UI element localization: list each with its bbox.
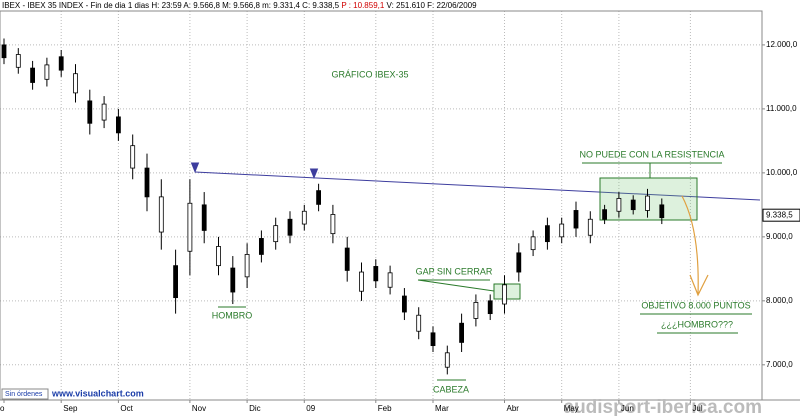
- x-tick-label: Sep: [63, 404, 78, 413]
- annotation: NO PUEDE CON LA RESISTENCIA: [579, 149, 724, 159]
- range-body: [316, 190, 322, 205]
- peak-marker: [190, 162, 319, 180]
- header: IBEX - IBEX 35 INDEX - Fin de dia 1 dias…: [0, 0, 800, 11]
- target-arrow: [681, 195, 709, 297]
- status: Sin órdenes: [5, 391, 43, 398]
- x-tick-label: Abr: [507, 404, 520, 413]
- y-tick-label: 10.000,0: [766, 168, 798, 177]
- range-body: [630, 199, 636, 211]
- range-body: [659, 204, 665, 219]
- range-body: [101, 103, 107, 121]
- range-body: [144, 167, 150, 198]
- range-body: [58, 56, 64, 71]
- x-tick-label: Feb: [378, 404, 392, 413]
- range-body: [416, 314, 422, 332]
- x-tick-label: Jul: [692, 404, 702, 413]
- site: www.visualchart.com: [51, 388, 144, 398]
- range-body: [473, 302, 479, 319]
- price-tag: [762, 208, 800, 222]
- range-body: [273, 225, 279, 243]
- range-body: [502, 284, 507, 305]
- range-body: [587, 218, 593, 236]
- watermark: audisport-iberica.com: [564, 397, 763, 416]
- range-body: [216, 246, 221, 267]
- range-body: [487, 300, 493, 315]
- range-body: [1, 44, 7, 59]
- range-body: [258, 238, 264, 255]
- price-tag-label: 9.338,5: [766, 210, 793, 219]
- range-body: [444, 352, 450, 368]
- annotation: GAP SIN CERRAR: [416, 266, 493, 276]
- range-body: [187, 202, 193, 252]
- y-tick-label: 12.000,0: [766, 40, 798, 49]
- range-body: [559, 223, 565, 238]
- y-tick-label: 8.000,0: [766, 296, 793, 305]
- y-tick-label: 7.000,0: [766, 360, 793, 369]
- range-body: [201, 204, 207, 231]
- range-body: [645, 195, 650, 211]
- range-body: [387, 272, 393, 288]
- y-tick-label: 11.000,0: [766, 104, 797, 113]
- x-tick-label: Dic: [249, 404, 261, 413]
- chart-title: GRÁFICO IBEX-35: [331, 69, 408, 79]
- annotation: OBJETIVO 8.000 PUNTOS: [641, 300, 750, 310]
- range-body: [530, 236, 536, 251]
- x-tick-label: Mar: [435, 404, 449, 413]
- x-tick-label: 09: [306, 404, 315, 413]
- x-tick-label: o: [0, 404, 5, 413]
- gap-box: [493, 283, 521, 300]
- range-body: [373, 266, 379, 282]
- x-tick-label: Nov: [192, 404, 206, 413]
- range-body: [516, 252, 522, 273]
- range-body: [116, 116, 121, 134]
- range-body: [545, 225, 550, 243]
- status-box: [1, 388, 49, 400]
- range-body: [573, 210, 579, 229]
- range-body: [287, 218, 293, 236]
- header-text: V: 251.610 F: 22/06/2009: [386, 1, 477, 10]
- range-body: [359, 271, 364, 292]
- annotation: CABEZA: [433, 384, 469, 394]
- annotation: ¿¿¿HOMBRO???: [661, 319, 733, 329]
- annotation: HOMBRO: [212, 310, 253, 320]
- range-body: [344, 247, 350, 271]
- x-tick-label: Oct: [120, 404, 133, 413]
- trend-line: [194, 171, 761, 201]
- range-body: [301, 210, 307, 225]
- y-tick-label: 9.000,0: [766, 232, 793, 241]
- range-body: [244, 254, 250, 278]
- range-body: [15, 54, 21, 68]
- range-body: [459, 322, 465, 343]
- range-body: [87, 100, 93, 124]
- range-body: [30, 67, 36, 83]
- range-body: [44, 64, 50, 80]
- range-body: [173, 265, 179, 299]
- header-text: IBEX - IBEX 35 INDEX - Fin de dia 1 dias…: [2, 1, 340, 10]
- range-body: [230, 267, 236, 293]
- range-body: [430, 332, 436, 347]
- x-tick-label: May: [564, 404, 579, 413]
- x-tick-label: Jun: [621, 404, 634, 413]
- range-body: [602, 209, 607, 220]
- range-body: [130, 145, 136, 169]
- range-body: [330, 214, 336, 235]
- range-body: [73, 73, 78, 94]
- header-text: P : 10.859,1: [341, 1, 385, 10]
- pointer: [417, 279, 495, 292]
- range-body: [401, 295, 407, 313]
- range-body: [158, 196, 164, 233]
- range-body: [616, 198, 622, 212]
